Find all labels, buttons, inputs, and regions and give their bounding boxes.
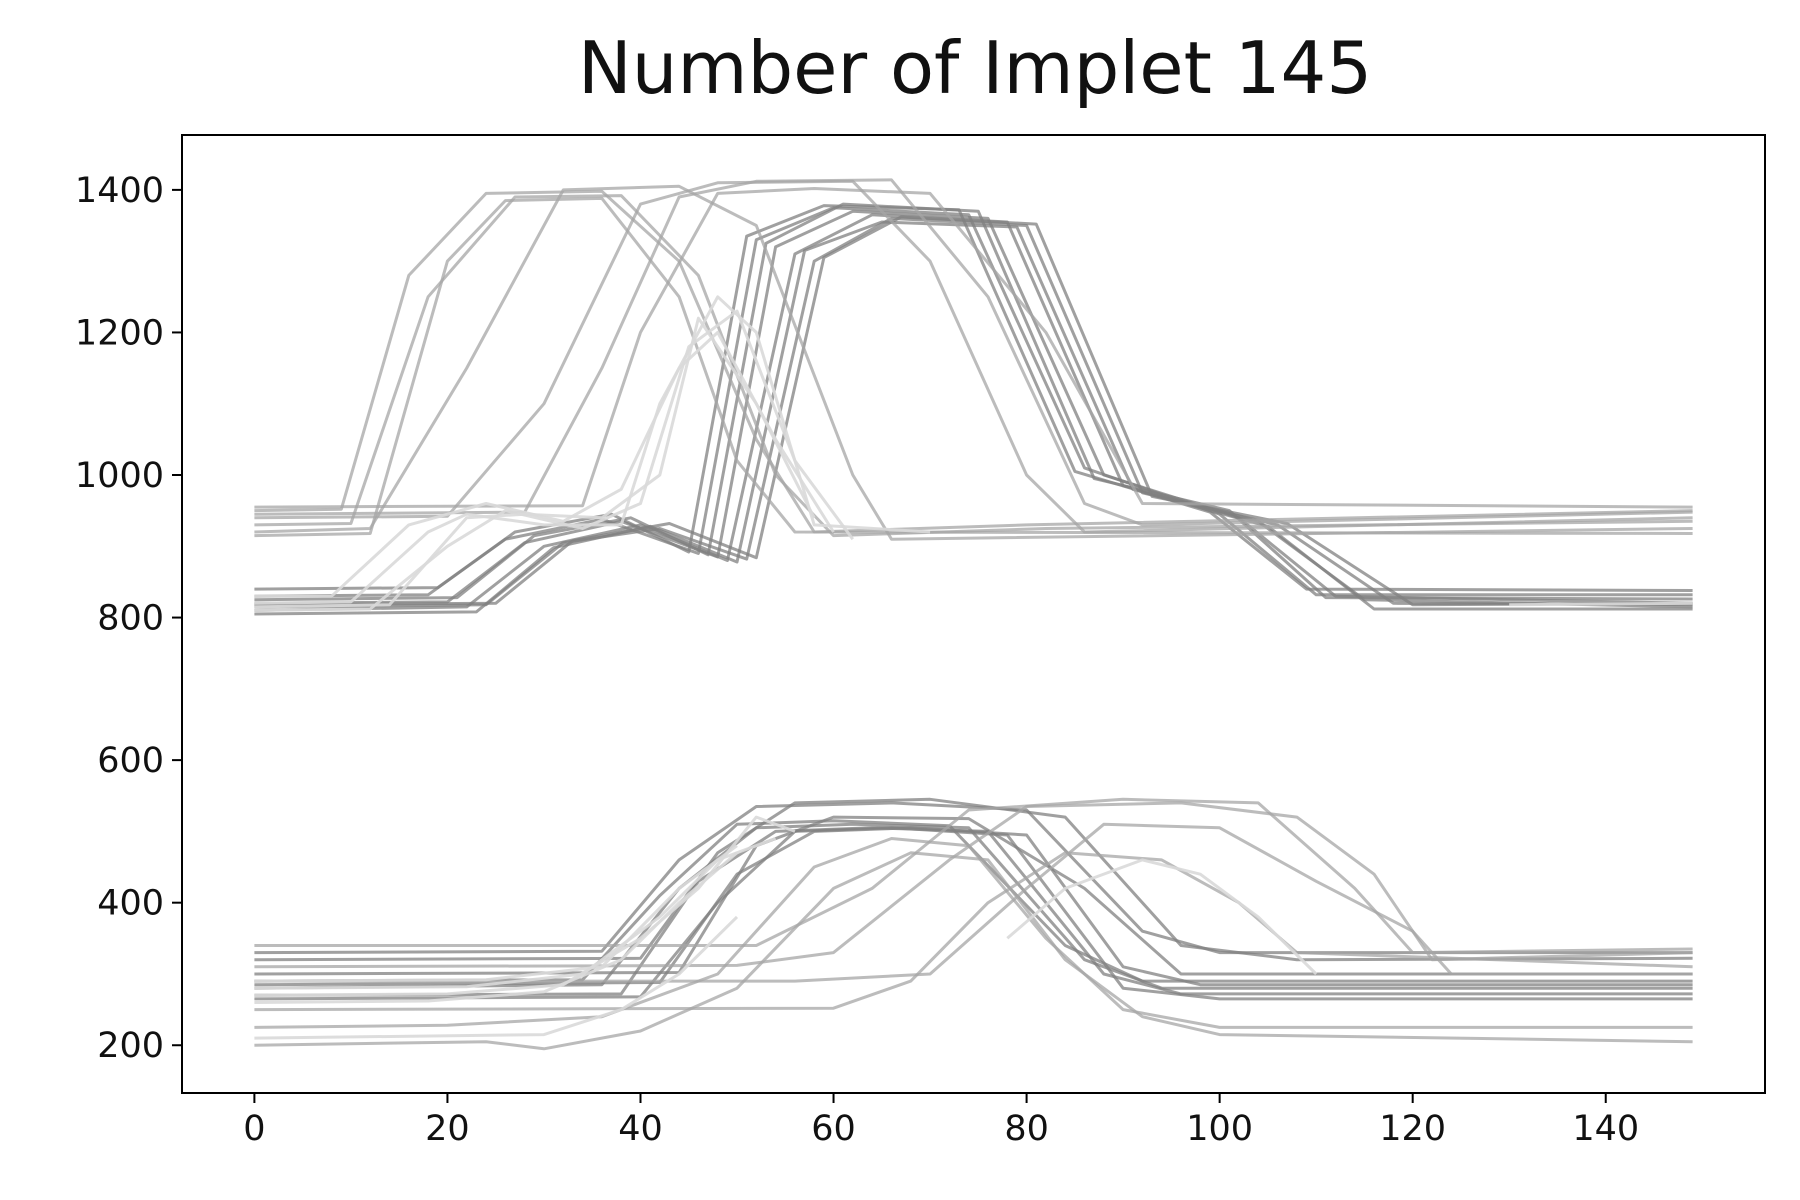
series-line-13 [254, 187, 1693, 509]
y-tick-label: 1400 [75, 171, 164, 211]
series-line-19 [1509, 601, 1693, 607]
series-line-26 [254, 815, 1693, 976]
series-line-11 [254, 179, 1693, 534]
series-line-10 [254, 184, 1693, 541]
x-tick-label: 40 [618, 1109, 663, 1149]
series-line-6 [254, 204, 1693, 592]
series-line-39 [1006, 858, 1318, 976]
series-line-12 [254, 178, 1693, 527]
series-line-23 [254, 801, 1693, 955]
series-line-16 [254, 309, 855, 612]
series-line-29 [254, 851, 1693, 1051]
y-tick-label: 600 [97, 741, 164, 781]
series-line-30 [254, 801, 1693, 969]
series-line-37 [254, 844, 738, 983]
series-line-3 [254, 216, 1693, 609]
y-tick-label: 1200 [75, 313, 164, 353]
series-line-0 [254, 209, 1693, 605]
y-tick-label: 800 [97, 599, 164, 639]
series-line-32 [254, 797, 1693, 955]
x-tick-label: 60 [811, 1109, 856, 1149]
x-tick-label: 140 [1572, 1109, 1639, 1149]
series-line-5 [254, 220, 1693, 616]
series-line-7 [254, 215, 1693, 607]
chart-title: Number of Implet 145 [577, 26, 1373, 110]
series-line-15 [254, 295, 931, 605]
x-axis: 0 20 40 60 80 100 120 140 [243, 1093, 1639, 1149]
series-line-18 [254, 316, 816, 609]
y-axis: 200 400 600 800 1000 1200 1400 [75, 171, 182, 1066]
series-line-28 [254, 837, 1693, 1029]
series-line-14 [254, 196, 1693, 538]
series-line-36 [254, 851, 738, 1004]
x-tick-label: 0 [243, 1109, 265, 1149]
series-line-8 [254, 189, 1693, 534]
x-tick-label: 80 [1004, 1109, 1049, 1149]
x-tick-label: 20 [425, 1109, 470, 1149]
series-line-1 [254, 213, 1693, 612]
x-tick-label: 120 [1379, 1109, 1446, 1149]
plot-frame [181, 134, 1766, 1094]
series-line-4 [254, 202, 1693, 602]
y-tick-label: 400 [97, 884, 164, 924]
y-tick-label: 1000 [75, 456, 164, 496]
series-line-22 [254, 819, 1693, 983]
series-line-24 [254, 797, 1693, 962]
series-line-38 [254, 915, 739, 1040]
series-line-34 [254, 815, 796, 997]
y-tick-label: 200 [97, 1026, 164, 1066]
lines-layer [254, 178, 1693, 1051]
x-tick-label: 100 [1186, 1109, 1253, 1149]
series-line-17 [254, 330, 835, 598]
